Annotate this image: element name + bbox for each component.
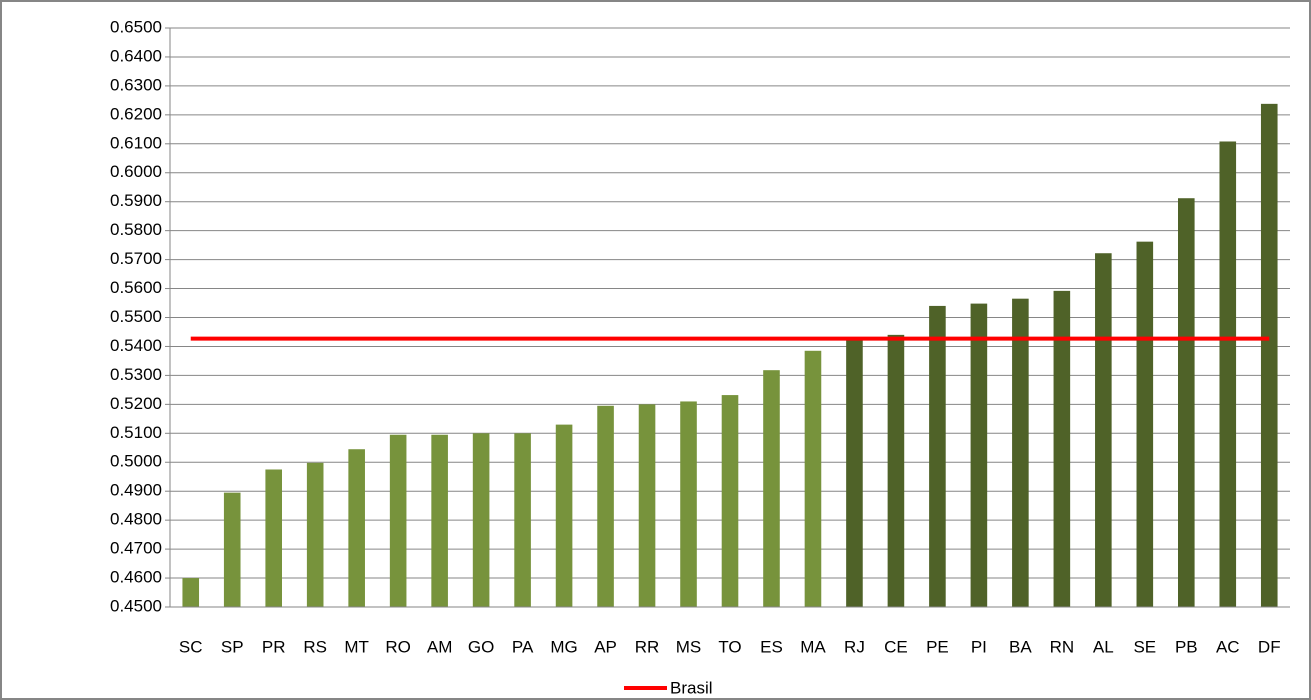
x-tick-label: AM	[427, 637, 453, 656]
y-tick-label: 0.6000	[110, 162, 162, 181]
bar	[1136, 241, 1154, 607]
y-tick-label: 0.4600	[110, 568, 162, 587]
x-tick-label: CE	[884, 637, 908, 656]
bar	[1178, 198, 1195, 607]
y-tick-label: 0.6300	[110, 75, 162, 94]
bar	[1053, 290, 1071, 607]
y-tick-label: 0.6200	[110, 104, 162, 123]
x-tick-label: BA	[1009, 637, 1032, 656]
y-tick-label: 0.4800	[110, 510, 162, 529]
x-tick-label: PA	[512, 637, 534, 656]
y-tick-label: 0.5200	[110, 394, 162, 413]
bar	[680, 401, 697, 607]
x-tick-label: PB	[1175, 637, 1198, 656]
bar	[846, 337, 863, 607]
y-tick-label: 0.4500	[110, 596, 162, 615]
bar	[1260, 103, 1278, 607]
x-tick-label: MA	[800, 637, 826, 656]
x-tick-label: MT	[344, 637, 369, 656]
y-tick-label: 0.5700	[110, 249, 162, 268]
bar	[223, 492, 241, 607]
x-tick-label: GO	[468, 637, 494, 656]
y-tick-label: 0.4700	[110, 539, 162, 558]
y-tick-label: 0.5300	[110, 365, 162, 384]
bar	[597, 405, 614, 607]
y-tick-label: 0.5900	[110, 191, 162, 210]
bar	[265, 469, 282, 607]
bar	[472, 433, 490, 607]
bar	[638, 404, 656, 607]
y-tick-label: 0.5100	[110, 423, 162, 442]
bar	[804, 350, 822, 607]
y-tick-label: 0.5400	[110, 336, 162, 355]
y-tick-label: 0.5500	[110, 307, 162, 326]
bar	[514, 433, 531, 607]
y-tick-label: 0.6100	[110, 133, 162, 152]
x-tick-label: RJ	[844, 637, 865, 656]
x-tick-label: AC	[1216, 637, 1240, 656]
x-tick-label: DF	[1258, 637, 1281, 656]
x-tick-label: PI	[971, 637, 987, 656]
y-tick-label: 0.5600	[110, 278, 162, 297]
bar	[929, 305, 946, 607]
x-tick-label: RR	[635, 637, 660, 656]
bar	[431, 434, 448, 607]
bar	[182, 578, 200, 607]
x-tick-label: PR	[262, 637, 286, 656]
bar	[887, 334, 905, 607]
x-tick-label: RO	[385, 637, 411, 656]
x-tick-label: RS	[303, 637, 327, 656]
x-tick-label: MG	[550, 637, 577, 656]
x-tick-label: SE	[1133, 637, 1156, 656]
x-tick-label: TO	[718, 637, 741, 656]
x-tick-label: SC	[179, 637, 203, 656]
x-tick-label: MS	[676, 637, 702, 656]
bar	[970, 303, 988, 607]
bar	[1012, 298, 1029, 607]
bar	[348, 449, 365, 607]
y-tick-label: 0.6500	[110, 17, 162, 36]
y-tick-label: 0.5800	[110, 220, 162, 239]
bar	[306, 462, 324, 607]
bar	[763, 370, 780, 607]
x-tick-label: ES	[760, 637, 783, 656]
bar	[1095, 253, 1112, 607]
y-tick-label: 0.6400	[110, 46, 162, 65]
legend-label: Brasil	[670, 678, 713, 697]
x-tick-label: AL	[1093, 637, 1114, 656]
bar	[555, 424, 573, 607]
y-tick-label: 0.5000	[110, 452, 162, 471]
x-tick-label: RN	[1050, 637, 1075, 656]
x-tick-label: AP	[594, 637, 617, 656]
x-tick-label: PE	[926, 637, 949, 656]
bar	[389, 434, 407, 607]
x-tick-label: SP	[221, 637, 244, 656]
bar	[1219, 141, 1237, 607]
y-tick-label: 0.4900	[110, 481, 162, 500]
bar	[721, 395, 739, 607]
